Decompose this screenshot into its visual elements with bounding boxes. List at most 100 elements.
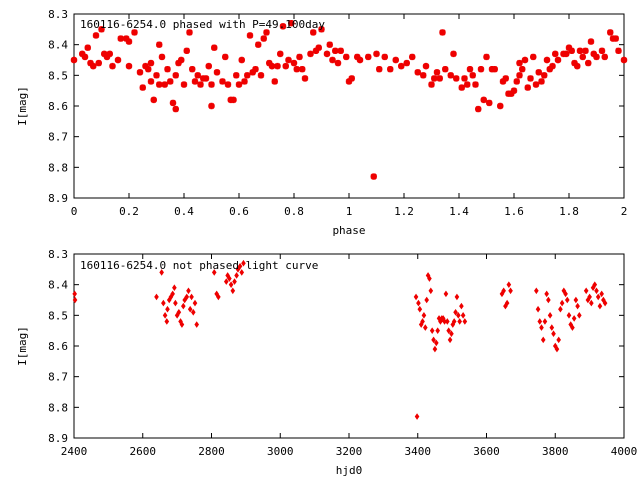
data-point [381,53,388,61]
data-point [356,56,364,64]
y-axis-label: I[mag] [16,326,29,366]
data-point [87,59,94,67]
data-point [421,312,427,319]
data-point [403,59,410,67]
y-tick-label: 8.3 [48,8,68,21]
x-tick-label: 0.8 [284,205,304,218]
data-point [554,345,560,353]
data-point [310,29,317,36]
data-point [232,278,237,285]
data-point [589,299,594,307]
data-point [244,72,251,79]
data-point [194,321,200,328]
data-point [446,327,451,334]
data-point [546,66,553,73]
data-point [249,69,256,76]
data-point [480,96,487,104]
data-point [103,53,111,61]
y-tick-label: 8.4 [48,279,68,292]
x-tick-label: 1.2 [394,205,414,218]
data-point [211,44,218,51]
data-point [535,305,541,313]
plot-frame [73,253,625,439]
data-point [323,50,331,58]
data-point [216,293,221,301]
x-tick-label: 2 [621,205,628,218]
data-point [95,59,102,67]
data-point [559,299,565,307]
data-point [288,20,295,27]
data-point [582,47,589,54]
data-point [268,62,276,70]
y-tick-label: 8.9 [48,432,68,445]
data-point [601,53,608,61]
x-tick-labels: 2400 2600 2800 3000 3200 3400 3600 3800 4000 [61,445,638,458]
data-point [158,53,166,61]
data-point [595,293,601,301]
data-point [213,69,221,76]
data-point [147,78,155,85]
data-point [454,293,460,301]
data-point [186,29,193,36]
data-point [290,59,298,67]
x-tick-label: 2600 [130,445,157,458]
data-point [461,75,468,82]
data-point [219,78,226,85]
x-tick-label: 2400 [61,445,88,458]
data-point [428,81,435,88]
data-point [477,66,485,73]
data-point [592,281,598,288]
x-tick-label: 1 [346,205,353,218]
data-point [150,96,157,104]
data-point [423,324,428,331]
data-point [538,78,545,85]
data-point [571,59,578,67]
data-point [227,275,232,282]
data-point [329,56,336,64]
data-point [451,318,457,325]
data-point [445,318,450,325]
data-point [424,296,429,304]
plot-frame [73,13,625,199]
data-point [208,81,215,88]
data-point [180,81,188,88]
data-point [164,66,171,73]
tick-marks [73,13,625,199]
data-point [142,62,149,70]
x-tick-label: 0.6 [229,205,249,218]
x-axis-label: phase [332,224,365,237]
data-point [318,26,325,33]
data-point [459,302,464,310]
data-point [70,56,78,64]
data-point [409,53,416,61]
data-point [184,293,190,301]
phased-light-curve-plot: 0 0.2 0.4 0.6 0.8 1 1.2 1.4 1.6 1.8 2 8.3 8.4 8.5 8.6… [16,8,627,237]
data-point [563,290,568,298]
data-point [508,90,515,97]
data-point [593,53,600,61]
data-point [345,78,353,85]
y-tick-label: 8.3 [48,248,68,261]
data-point [568,47,575,54]
data-point [241,259,246,267]
data-point [464,81,471,88]
data-point [172,284,177,292]
x-tick-label: 3000 [267,445,294,458]
data-point [72,296,78,304]
data-point [117,35,124,42]
data-point [510,87,518,94]
data-point [234,272,239,279]
data-point [387,66,394,73]
data-point [84,44,91,51]
y-tick-label: 8.9 [48,192,68,205]
data-point [197,81,204,88]
data-point [224,81,232,88]
x-tick-label: 1.4 [449,205,469,218]
data-point [513,78,520,85]
data-point [182,296,187,304]
data-point [508,287,513,295]
data-point [554,56,562,64]
data-point [230,96,237,104]
x-tick-label: 2800 [198,445,225,458]
data-point [312,47,320,54]
